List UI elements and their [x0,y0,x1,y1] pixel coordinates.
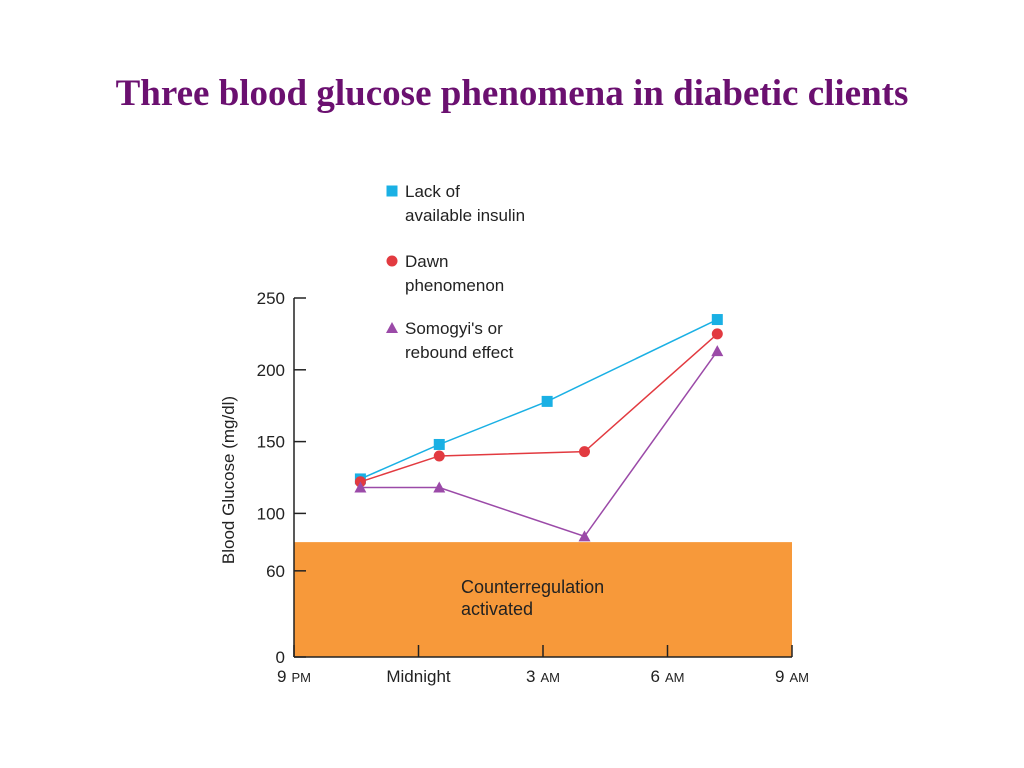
legend-label-line2: rebound effect [405,343,514,362]
counterregulation-band [294,542,792,657]
data-point-square [711,314,723,326]
x-tick-label: 9 PM [277,667,311,686]
band-label-line2: activated [461,599,533,619]
legend-label-line2: phenomenon [405,276,504,295]
data-point-circle [711,328,723,340]
axes: 0 60 100 150 200 250 9 PM Midnight 3 AM 6 AM 9 AM [257,289,809,686]
data-point-square [386,185,398,197]
data-point-triangle [711,345,724,357]
y-tick-label: 100 [257,504,285,523]
data-point-circle [579,446,590,458]
legend-label-line1: Dawn [405,252,448,271]
series-layer [354,314,724,542]
y-tick-label: 150 [257,433,285,452]
data-point-circle [433,450,445,462]
data-point-square [433,438,445,450]
legend-label-line1: Lack of [405,182,460,201]
legend-item-circle: Dawn phenomenon [386,252,504,295]
data-point-triangle [386,322,398,333]
y-tick-label: 0 [276,648,285,667]
y-tick-label: 250 [257,289,285,308]
legend-label-line2: available insulin [405,206,525,225]
series-line [360,318,718,480]
y-tick-label: 200 [257,361,285,380]
series-square [354,314,723,485]
slide-title: Three blood glucose phenomena in diabeti… [115,73,909,114]
data-point-triangle [433,481,446,493]
series-triangle [354,345,724,542]
legend-item-square: Lack of available insulin [386,182,525,225]
y-axis-label: Blood Glucose (mg/dl) [219,396,238,564]
series-line [360,350,718,538]
data-point-square [541,395,553,407]
x-tick-label: 6 AM [651,667,685,686]
data-point-circle [386,255,398,267]
y-tick-label: 60 [266,562,285,581]
x-tick-label: 3 AM [526,667,560,686]
legend: Lack of available insulin Dawn phenomenon So… [386,182,525,362]
legend-item-triangle: Somogyi's or rebound effect [386,319,514,362]
series-line [360,333,718,483]
x-tick-label: Midnight [386,667,451,686]
data-point-triangle [354,481,367,493]
legend-label-line1: Somogyi's or [405,319,503,338]
x-tick-label: 9 AM [775,667,809,686]
band-label-line1: Counterregulation [461,577,604,597]
data-point-triangle [578,530,591,542]
